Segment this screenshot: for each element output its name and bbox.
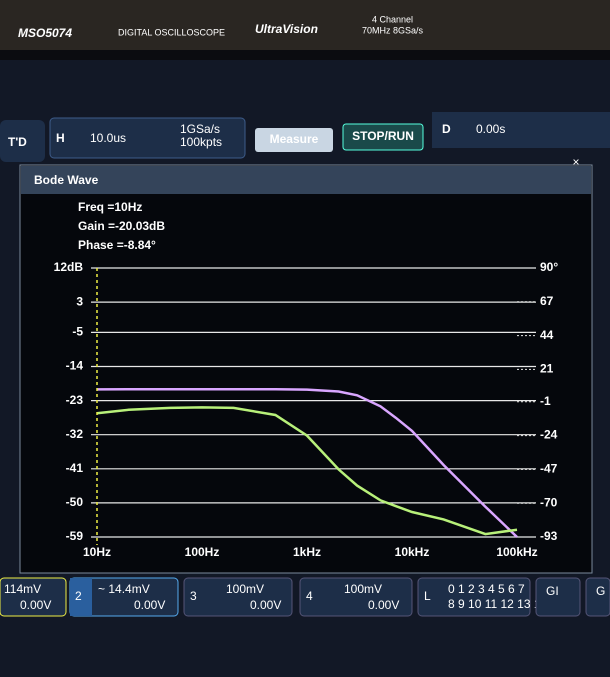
y2-tick-label: -24 (540, 428, 558, 442)
spec: 70MHz 8GSa/s (362, 25, 424, 35)
channel-box[interactable] (183, 577, 293, 617)
channel-box[interactable] (0, 577, 67, 617)
y2-tick-label: -93 (540, 529, 558, 543)
x-tick-label: 1kHz (293, 545, 321, 559)
timebase: 10.0us (90, 131, 126, 145)
h: H (56, 131, 65, 145)
close[interactable]: × (572, 155, 579, 169)
delay: 0.00s (476, 122, 505, 136)
logic-box[interactable] (417, 577, 531, 617)
y2-tick-label: -70 (540, 495, 558, 509)
d: D (442, 122, 451, 136)
ch-scale: 100mV (344, 582, 382, 596)
subtitle: DIGITAL OSCILLOSCOPE (118, 27, 225, 37)
ch-offset: 0.00V (250, 598, 281, 612)
window-title: Bode Wave (34, 173, 99, 187)
ch-num: 3 (190, 589, 197, 603)
ch-num: 2 (75, 589, 82, 603)
model: MSO5074 (18, 26, 72, 40)
delay-box[interactable] (432, 112, 610, 148)
measure: Measure (270, 132, 319, 146)
gain-readout: Gain =-20.03dB (78, 219, 165, 233)
ch-num: 4 (306, 589, 313, 603)
y2-tick-label: 44 (540, 328, 554, 342)
phase-readout: Phase =-8.84° (78, 238, 156, 252)
ch-scale: 114mV (4, 582, 41, 596)
x-tick-label: 10kHz (395, 545, 430, 559)
ch-scale: 100mV (226, 582, 264, 596)
y2-tick-label: -47 (540, 462, 558, 476)
x-tick-label: 100kHz (496, 545, 537, 559)
logic-row: 8 9 10 11 12 13 14 15 (448, 597, 564, 611)
stop-run: STOP/RUN (352, 129, 414, 143)
y-tick-label: -32 (66, 427, 84, 441)
spec: 4 Channel (372, 14, 413, 24)
depth: 100kpts (180, 135, 222, 149)
button[interactable] (342, 123, 424, 151)
bode-window (19, 164, 593, 574)
freq-readout: Freq =10Hz (78, 200, 142, 214)
y2-tick-label: 21 (540, 362, 554, 376)
y-tick-label: -41 (66, 461, 84, 475)
brand: UltraVision (255, 22, 318, 36)
ch-offset: 0.00V (368, 598, 399, 612)
bezel (0, 0, 610, 50)
x-tick-label: 10Hz (83, 545, 111, 559)
ch-scale: ~ 14.4mV (98, 582, 150, 596)
gen: G (596, 584, 605, 598)
y-tick-label: -5 (72, 325, 83, 339)
y-tick-label: -23 (66, 393, 84, 407)
button[interactable] (255, 128, 333, 152)
x-tick-label: 100Hz (185, 545, 220, 559)
y-tick-label: -14 (66, 359, 84, 373)
y2-tick-label: -1 (540, 394, 551, 408)
ch-tab (70, 578, 92, 616)
gen-box[interactable] (585, 577, 610, 617)
channel-box[interactable] (299, 577, 413, 617)
y2-tick-label: 90° (540, 260, 558, 274)
logic-label: L (424, 589, 431, 603)
series-line (96, 406, 518, 536)
timebase-box[interactable] (49, 117, 246, 159)
y2-tick-label: 67 (540, 294, 554, 308)
button[interactable] (0, 120, 45, 162)
ch-offset: 0.00V (134, 598, 165, 612)
series-line (96, 387, 518, 538)
gen-box[interactable] (535, 577, 581, 617)
logic-row: 0 1 2 3 4 5 6 7 (448, 582, 525, 596)
y-tick-label: -59 (66, 529, 84, 543)
y-tick-label: 3 (76, 294, 83, 308)
y-tick-label: 12dB (54, 260, 84, 274)
rate: 1GSa/s (180, 122, 220, 136)
ch-offset: 0.00V (20, 598, 51, 612)
gen: GI (546, 584, 559, 598)
window-titlebar (21, 166, 591, 194)
trigger: T'D (8, 135, 27, 149)
y-tick-label: -50 (66, 495, 84, 509)
